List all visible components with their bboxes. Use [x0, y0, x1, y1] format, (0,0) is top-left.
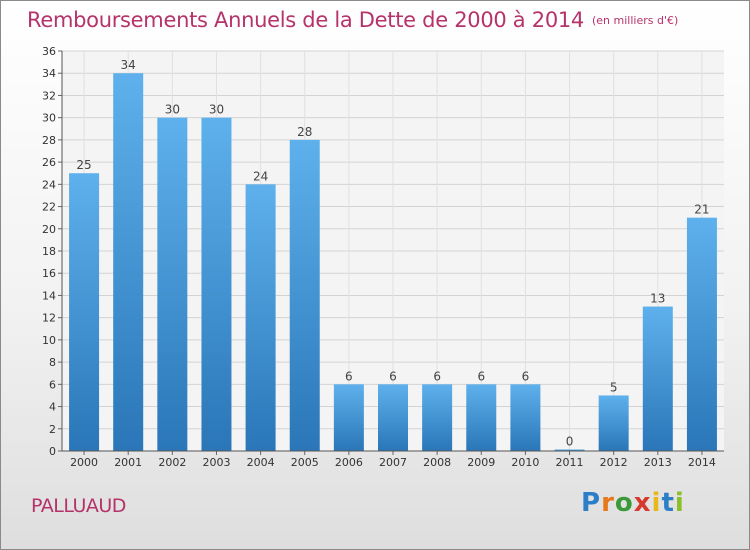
data-label: 28: [297, 125, 312, 139]
data-label: 0: [566, 435, 574, 449]
y-tick-label: 4: [49, 401, 56, 414]
data-label: 25: [76, 158, 91, 172]
bar: [113, 73, 144, 451]
x-tick-label: 2003: [202, 456, 230, 469]
data-label: 6: [345, 369, 353, 383]
y-tick-label: 16: [42, 267, 56, 280]
x-tick-label: 2012: [600, 456, 628, 469]
y-tick-label: 20: [42, 223, 56, 236]
bar: [289, 139, 320, 451]
y-tick-label: 36: [42, 45, 56, 58]
y-tick-label: 18: [42, 245, 56, 258]
x-tick-label: 2005: [291, 456, 319, 469]
bar: [157, 117, 188, 452]
proxiti-logo: Proxiti: [581, 488, 685, 518]
y-tick-label: 8: [49, 356, 56, 369]
data-label: 13: [650, 292, 665, 306]
y-tick-label: 26: [42, 156, 56, 169]
bar: [245, 184, 276, 452]
y-tick-label: 28: [42, 134, 56, 147]
y-tick-label: 6: [49, 378, 56, 391]
chart-title-text: Remboursements Annuels de la Dette de 20…: [27, 8, 584, 32]
bar: [466, 384, 497, 451]
bar: [422, 384, 453, 451]
data-label: 24: [253, 169, 268, 183]
data-label: 34: [121, 58, 136, 72]
bar: [554, 449, 585, 451]
y-tick-label: 34: [42, 67, 56, 80]
y-tick-label: 12: [42, 312, 56, 325]
y-tick-label: 2: [49, 423, 56, 436]
x-tick-label: 2011: [556, 456, 584, 469]
logo-letter: o: [614, 488, 634, 518]
x-tick-label: 2000: [70, 456, 98, 469]
logo-letter: i: [651, 488, 662, 518]
y-tick-label: 22: [42, 201, 56, 214]
data-label: 6: [522, 369, 530, 383]
chart-title: Remboursements Annuels de la Dette de 20…: [27, 8, 678, 32]
chart-unit: (en milliers d'€): [592, 14, 679, 27]
bar: [333, 384, 364, 451]
y-tick-label: 30: [42, 112, 56, 125]
data-label: 6: [389, 369, 397, 383]
data-label: 6: [477, 369, 485, 383]
y-tick-label: 24: [42, 178, 56, 191]
x-tick-label: 2001: [114, 456, 142, 469]
logo-letter: t: [661, 488, 675, 518]
bar: [510, 384, 541, 451]
x-tick-label: 2010: [511, 456, 539, 469]
bar: [598, 395, 629, 451]
data-label: 6: [433, 369, 441, 383]
bar: [642, 306, 673, 451]
x-tick-label: 2007: [379, 456, 407, 469]
x-tick-label: 2006: [335, 456, 363, 469]
logo-letter: r: [601, 488, 615, 518]
y-tick-label: 14: [42, 289, 56, 302]
x-tick-label: 2013: [644, 456, 672, 469]
logo-letter: i: [674, 488, 685, 518]
data-label: 5: [610, 380, 618, 394]
bar: [378, 384, 408, 451]
logo-letter: P: [581, 488, 602, 518]
x-tick-label: 2002: [158, 456, 186, 469]
data-label: 30: [165, 103, 180, 117]
bar: [69, 173, 100, 451]
y-tick-label: 32: [42, 89, 56, 102]
bar: [201, 117, 232, 452]
x-tick-label: 2014: [688, 456, 716, 469]
y-tick-label: 10: [42, 334, 56, 347]
x-tick-label: 2008: [423, 456, 451, 469]
x-tick-label: 2004: [247, 456, 275, 469]
y-tick-label: 0: [49, 445, 56, 458]
bar: [686, 217, 717, 451]
logo-letter: x: [633, 488, 652, 518]
commune-name: PALLUAUD: [31, 495, 126, 517]
data-label: 30: [209, 103, 224, 117]
data-label: 21: [694, 203, 709, 217]
x-tick-label: 2009: [467, 456, 495, 469]
